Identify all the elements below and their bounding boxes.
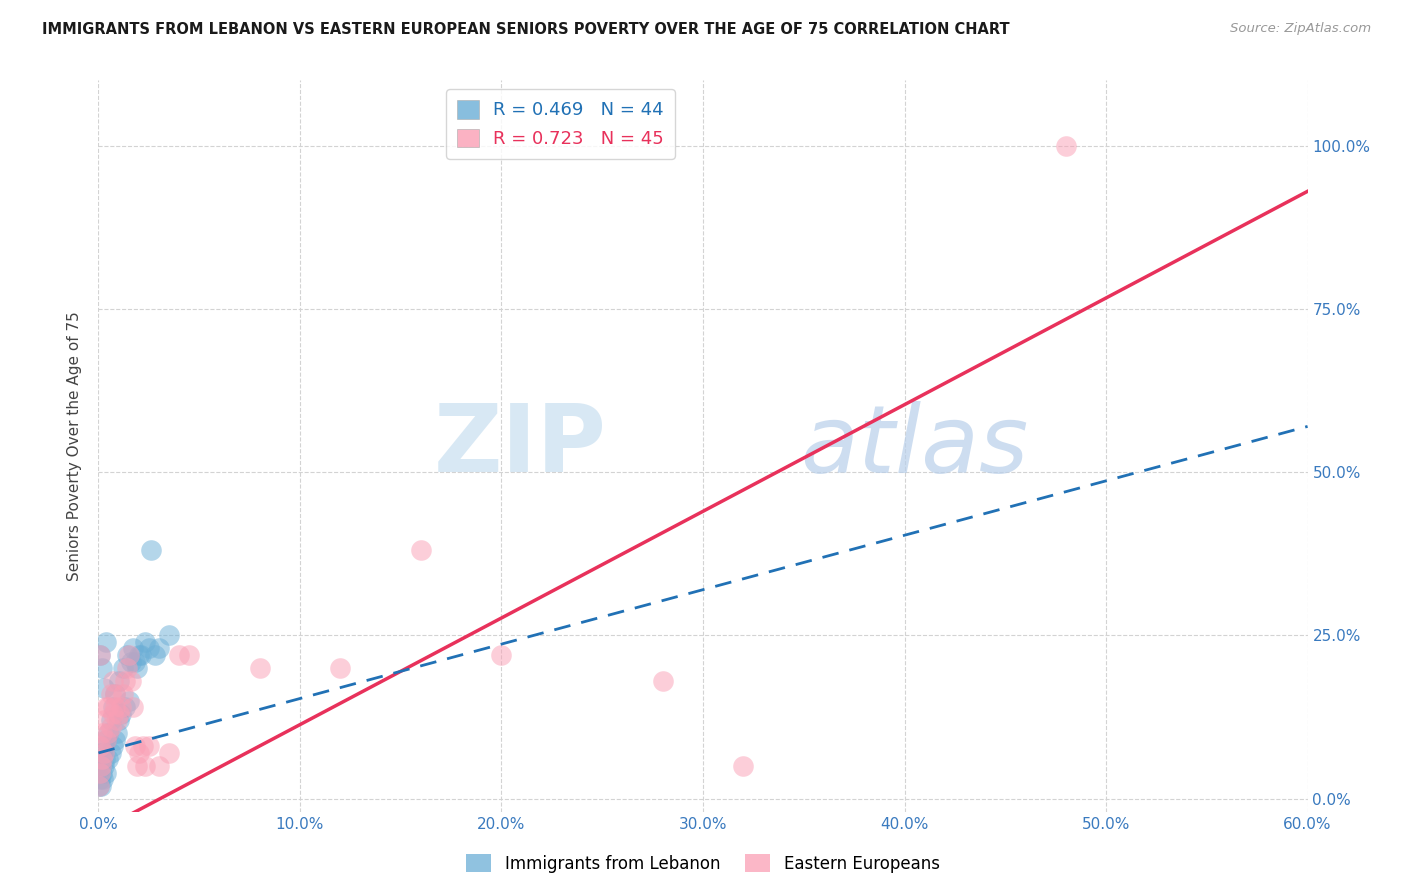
Text: atlas: atlas bbox=[800, 401, 1028, 491]
Point bbox=[101, 706, 124, 721]
Point bbox=[89, 779, 111, 793]
Point bbox=[124, 739, 146, 754]
Point bbox=[111, 687, 134, 701]
Point bbox=[96, 732, 118, 747]
Point bbox=[157, 746, 180, 760]
Point bbox=[100, 687, 122, 701]
Point bbox=[651, 674, 673, 689]
Point bbox=[101, 700, 124, 714]
Point bbox=[249, 661, 271, 675]
Point bbox=[89, 759, 111, 773]
Point bbox=[125, 759, 148, 773]
Point bbox=[97, 726, 120, 740]
Point bbox=[134, 759, 156, 773]
Point bbox=[491, 648, 513, 662]
Point bbox=[120, 655, 142, 669]
Point bbox=[139, 543, 162, 558]
Point bbox=[97, 752, 120, 766]
Point bbox=[118, 648, 141, 662]
Point bbox=[103, 687, 125, 701]
Point bbox=[409, 543, 432, 558]
Point bbox=[128, 648, 150, 662]
Point bbox=[93, 714, 115, 728]
Point bbox=[120, 674, 142, 689]
Text: ZIP: ZIP bbox=[433, 400, 606, 492]
Point bbox=[89, 739, 111, 754]
Point bbox=[103, 687, 125, 701]
Point bbox=[91, 752, 114, 766]
Point bbox=[115, 648, 138, 662]
Point bbox=[93, 772, 115, 786]
Point bbox=[94, 752, 117, 766]
Legend: R = 0.469   N = 44, R = 0.723   N = 45: R = 0.469 N = 44, R = 0.723 N = 45 bbox=[446, 89, 675, 159]
Point bbox=[93, 759, 115, 773]
Point bbox=[89, 772, 111, 786]
Point bbox=[101, 739, 124, 754]
Point bbox=[118, 694, 141, 708]
Point bbox=[90, 759, 112, 773]
Point bbox=[96, 765, 118, 780]
Point bbox=[179, 648, 201, 662]
Point bbox=[93, 739, 115, 754]
Point bbox=[128, 746, 150, 760]
Point bbox=[103, 700, 125, 714]
Point bbox=[96, 635, 118, 649]
Point bbox=[1054, 138, 1077, 153]
Point bbox=[138, 739, 160, 754]
Point bbox=[91, 765, 114, 780]
Point bbox=[733, 759, 755, 773]
Point bbox=[134, 635, 156, 649]
Point bbox=[124, 655, 146, 669]
Point bbox=[329, 661, 352, 675]
Point bbox=[115, 661, 138, 675]
Point bbox=[148, 641, 170, 656]
Point bbox=[107, 674, 129, 689]
Point bbox=[90, 779, 112, 793]
Point bbox=[148, 759, 170, 773]
Text: Source: ZipAtlas.com: Source: ZipAtlas.com bbox=[1230, 22, 1371, 36]
Point bbox=[143, 648, 166, 662]
Point bbox=[114, 674, 136, 689]
Point bbox=[105, 714, 128, 728]
Point bbox=[103, 732, 125, 747]
Point bbox=[89, 765, 111, 780]
Point bbox=[96, 732, 118, 747]
Point bbox=[107, 706, 129, 721]
Point bbox=[93, 681, 115, 695]
Text: IMMIGRANTS FROM LEBANON VS EASTERN EUROPEAN SENIORS POVERTY OVER THE AGE OF 75 C: IMMIGRANTS FROM LEBANON VS EASTERN EUROP… bbox=[42, 22, 1010, 37]
Point bbox=[114, 700, 136, 714]
Y-axis label: Seniors Poverty Over the Age of 75: Seniors Poverty Over the Age of 75 bbox=[67, 311, 83, 581]
Point bbox=[167, 648, 190, 662]
Point bbox=[100, 720, 122, 734]
Point bbox=[89, 648, 111, 662]
Point bbox=[97, 726, 120, 740]
Point bbox=[91, 661, 114, 675]
Point bbox=[110, 706, 132, 721]
Point bbox=[111, 661, 134, 675]
Point bbox=[107, 714, 129, 728]
Point bbox=[138, 641, 160, 656]
Point bbox=[121, 641, 143, 656]
Point bbox=[157, 628, 180, 642]
Point bbox=[91, 746, 114, 760]
Point bbox=[129, 648, 152, 662]
Legend: Immigrants from Lebanon, Eastern Europeans: Immigrants from Lebanon, Eastern Europea… bbox=[460, 847, 946, 880]
Point bbox=[121, 700, 143, 714]
Point bbox=[101, 674, 124, 689]
Point bbox=[91, 726, 114, 740]
Point bbox=[125, 661, 148, 675]
Point bbox=[100, 714, 122, 728]
Point bbox=[89, 648, 111, 662]
Point bbox=[89, 779, 111, 793]
Point bbox=[96, 700, 118, 714]
Point bbox=[100, 746, 122, 760]
Point bbox=[132, 739, 155, 754]
Point bbox=[93, 746, 115, 760]
Point bbox=[110, 700, 132, 714]
Point bbox=[97, 700, 120, 714]
Point bbox=[105, 726, 128, 740]
